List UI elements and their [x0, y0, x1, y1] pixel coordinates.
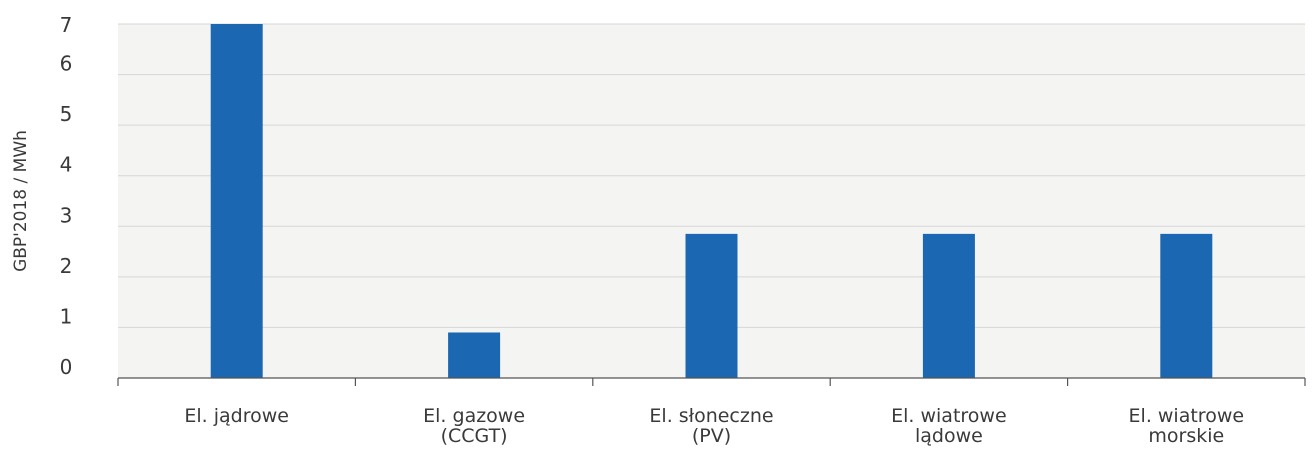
x-category-label: El. jądrowe [184, 405, 289, 427]
x-category-label: El. gazowe (CCGT) [423, 405, 525, 447]
bar [1160, 233, 1213, 378]
bars [210, 24, 1213, 378]
y-tick-label: 0 [60, 355, 73, 379]
y-tick-label: 2 [60, 254, 73, 278]
y-tick-label: 6 [60, 52, 73, 76]
y-tick-label: 5 [60, 102, 73, 126]
bar [922, 233, 975, 378]
x-category-label: El. wiatrowe lądowe [891, 405, 1007, 447]
bar [210, 24, 263, 378]
y-axis-label: GBP'2018 / MWh [11, 130, 31, 272]
bar [448, 332, 501, 378]
bar [685, 233, 738, 378]
x-category-label: El. słoneczne (PV) [649, 405, 773, 447]
y-axis-ticks: 0 1 2 3 4 5 6 7 [60, 13, 73, 379]
x-axis-labels: El. jądrowe El. gazowe (CCGT) El. słoneczne… [184, 405, 1244, 447]
y-tick-label: 7 [60, 13, 73, 37]
x-axis-ticks [117, 378, 1306, 386]
x-category-label: El. wiatrowe morskie [1129, 405, 1245, 447]
y-tick-label: 4 [60, 153, 73, 177]
y-tick-label: 3 [60, 203, 73, 227]
y-tick-label: 1 [60, 304, 73, 328]
